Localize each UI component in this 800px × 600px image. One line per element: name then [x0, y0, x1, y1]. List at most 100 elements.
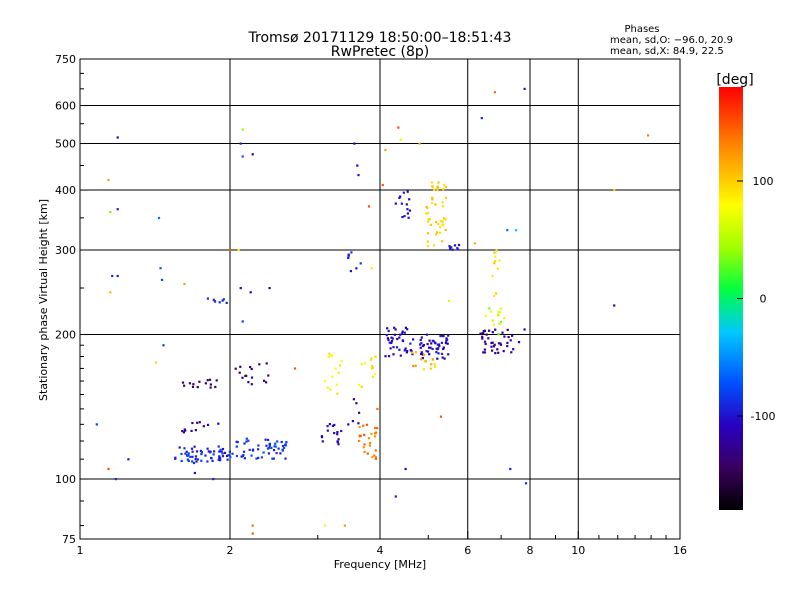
data-point: [376, 407, 379, 411]
data-point: [442, 224, 445, 227]
data-point: [214, 385, 217, 389]
data-point: [284, 457, 287, 460]
data-point: [265, 362, 268, 365]
data-point: [271, 457, 274, 460]
data-point: [483, 329, 487, 332]
data-point: [329, 388, 332, 391]
data-point: [499, 307, 503, 310]
data-point: [480, 117, 483, 120]
data-point: [336, 392, 339, 395]
data-point: [399, 195, 402, 198]
data-point: [237, 249, 240, 252]
data-point: [360, 363, 363, 366]
data-point: [386, 337, 389, 340]
data-point: [441, 205, 445, 208]
data-point: [406, 350, 409, 353]
data-point: [613, 189, 616, 192]
data-point: [202, 425, 205, 428]
data-point: [430, 181, 434, 184]
data-point: [374, 457, 377, 460]
data-point: [363, 362, 366, 365]
data-point: [347, 423, 350, 426]
data-point: [181, 381, 185, 384]
data-point: [127, 458, 130, 461]
data-point: [320, 436, 324, 439]
data-point: [401, 216, 404, 219]
data-point: [493, 91, 496, 94]
data-point: [208, 378, 212, 381]
data-point: [250, 454, 253, 457]
data-point: [384, 355, 387, 358]
data-point: [433, 188, 436, 191]
phases-line-x: mean, sd,X: 84.9, 22.5: [610, 46, 724, 57]
data-point: [191, 455, 194, 458]
data-point: [183, 384, 186, 387]
data-point: [428, 339, 431, 342]
data-point: [370, 432, 373, 436]
data-point: [420, 342, 423, 345]
data-point: [436, 186, 439, 189]
data-point: [442, 188, 445, 191]
data-point: [263, 379, 266, 382]
data-point: [357, 422, 360, 425]
data-point: [374, 456, 377, 459]
data-point: [363, 450, 366, 453]
data-point: [376, 427, 379, 430]
data-point: [239, 287, 242, 290]
data-point: [420, 358, 423, 361]
data-point: [428, 346, 431, 349]
data-point: [483, 348, 486, 351]
data-point: [491, 341, 494, 344]
data-point: [401, 330, 404, 333]
data-point: [385, 334, 388, 337]
data-point: [196, 386, 199, 389]
data-point: [442, 346, 445, 349]
data-point: [437, 347, 440, 350]
x-tick-label: 2: [227, 544, 234, 557]
data-point: [431, 185, 434, 188]
data-point: [403, 331, 406, 334]
data-point: [398, 348, 401, 351]
data-point: [241, 376, 244, 379]
data-point: [247, 381, 250, 384]
data-point: [209, 450, 212, 453]
data-point: [109, 211, 112, 214]
data-point: [420, 352, 423, 356]
data-point: [200, 453, 203, 456]
data-point: [276, 440, 279, 443]
data-point: [386, 327, 389, 330]
data-point: [373, 435, 377, 438]
data-point: [418, 142, 421, 145]
data-point: [370, 357, 373, 360]
data-point: [491, 319, 494, 322]
x-tick-label: 4: [377, 544, 384, 557]
data-point: [401, 339, 404, 342]
data-point: [414, 364, 417, 367]
data-point: [190, 429, 193, 432]
data-point: [492, 323, 495, 326]
data-point: [443, 357, 446, 360]
data-point: [393, 333, 396, 336]
data-point: [251, 524, 254, 527]
data-point: [159, 267, 162, 270]
data-point: [231, 452, 234, 455]
data-point: [406, 212, 409, 215]
data-point: [431, 358, 434, 361]
data-point: [515, 229, 518, 232]
data-point: [429, 223, 432, 226]
data-point: [374, 355, 377, 358]
data-point: [223, 451, 226, 454]
data-point: [327, 355, 330, 359]
data-point: [493, 262, 496, 265]
data-point: [251, 532, 254, 535]
data-point: [268, 444, 271, 447]
data-point: [206, 447, 209, 450]
data-point: [206, 379, 209, 382]
data-point: [187, 454, 190, 457]
data-point: [194, 457, 197, 461]
data-point: [444, 186, 447, 189]
data-point: [448, 245, 451, 248]
y-tick-label: 300: [55, 244, 76, 257]
x-tick-label: 1: [77, 544, 84, 557]
